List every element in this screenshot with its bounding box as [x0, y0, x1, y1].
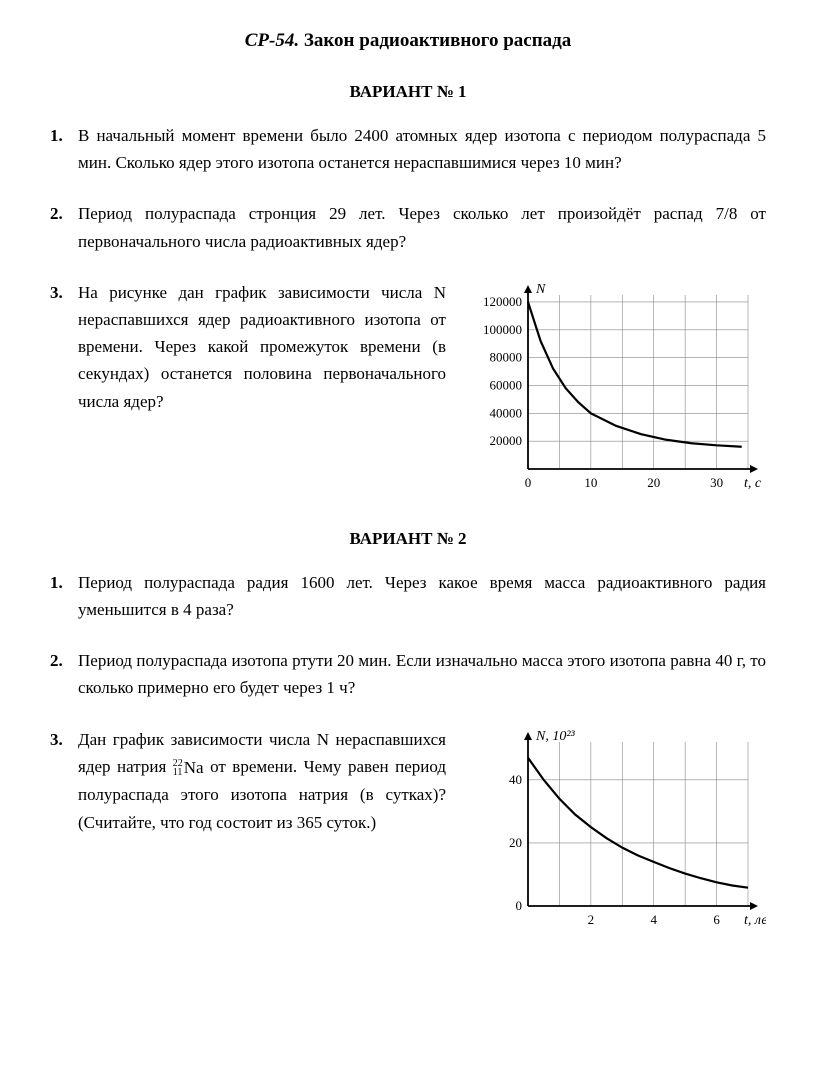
variant2-problem2: 2. Период полураспада изотопа ртути 20 м… — [50, 647, 766, 701]
svg-text:20: 20 — [509, 834, 522, 849]
page-title: СР-54. Закон радиоактивного распада — [50, 30, 766, 52]
title-prefix: СР-54. — [245, 30, 299, 51]
variant1-chart: 0 10 20 30 20000 40000 60000 80000 100000 120000 N… — [466, 279, 766, 499]
svg-text:N, 10²³: N, 10²³ — [535, 729, 576, 744]
svg-text:120000: 120000 — [483, 294, 522, 309]
problem-number: 3. — [50, 726, 78, 936]
svg-text:60000: 60000 — [490, 377, 523, 392]
variant2-problem3: 3. Дан график зависимости числа N нерасп… — [50, 726, 766, 936]
svg-text:t, с: t, с — [744, 476, 762, 491]
svg-text:40: 40 — [509, 771, 522, 786]
problem-number: 3. — [50, 279, 78, 499]
problem-number: 2. — [50, 647, 78, 701]
svg-text:t, лет: t, лет — [744, 913, 766, 928]
variant1-problem3: 3. На рисунке дан график зависимости чис… — [50, 279, 766, 499]
problem-number: 2. — [50, 200, 78, 254]
svg-text:6: 6 — [713, 912, 720, 927]
svg-text:0: 0 — [516, 898, 523, 913]
variant2-problem1: 1. Период полураспада радия 1600 лет. Че… — [50, 569, 766, 623]
variant1-problem2: 2. Период полураспада стронция 29 лет. Ч… — [50, 200, 766, 254]
svg-text:4: 4 — [650, 912, 657, 927]
svg-text:20: 20 — [647, 475, 660, 490]
svg-text:10: 10 — [584, 475, 597, 490]
svg-text:40000: 40000 — [490, 405, 523, 420]
svg-text:20000: 20000 — [490, 433, 523, 448]
svg-text:0: 0 — [525, 475, 532, 490]
variant2-heading: ВАРИАНТ № 2 — [50, 529, 766, 549]
variant1-heading: ВАРИАНТ № 1 — [50, 82, 766, 102]
problem-number: 1. — [50, 569, 78, 623]
isotope-na22: 2211Na — [173, 754, 204, 781]
svg-text:30: 30 — [710, 475, 723, 490]
variant1-problem1: 1. В начальный момент времени было 2400 … — [50, 122, 766, 176]
title-text: Закон радиоактивного распада — [304, 30, 571, 51]
problem-text: В начальный момент времени было 2400 ато… — [78, 122, 766, 176]
problem-text: Дан график зависимости числа N нераспавш… — [78, 726, 446, 936]
svg-text:2: 2 — [588, 912, 595, 927]
problem-text: Период полураспада радия 1600 лет. Через… — [78, 569, 766, 623]
svg-text:80000: 80000 — [490, 349, 523, 364]
problem-text: Период полураспада изотопа ртути 20 мин.… — [78, 647, 766, 701]
svg-text:N: N — [535, 282, 546, 297]
problem-number: 1. — [50, 122, 78, 176]
svg-text:100000: 100000 — [483, 322, 522, 337]
problem-text: На рисунке дан график зависимости числа … — [78, 279, 446, 499]
problem-text: Период полураспада стронция 29 лет. Чере… — [78, 200, 766, 254]
variant2-chart: 2 4 6 0 20 40 N, 10²³ t, лет — [466, 726, 766, 936]
